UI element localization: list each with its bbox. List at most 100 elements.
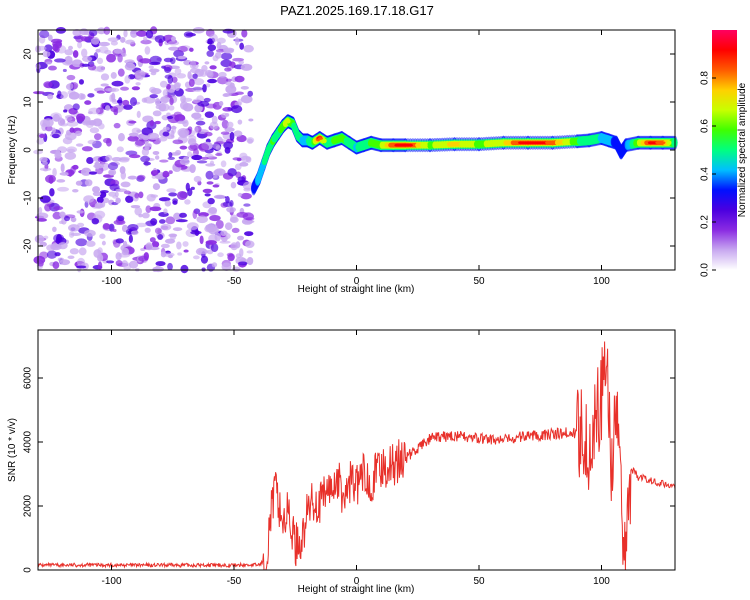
noise-cell: [207, 44, 217, 51]
noise-cell: [231, 105, 243, 114]
noise-cell: [204, 61, 210, 65]
noise-cell: [243, 44, 254, 53]
noise-cell: [186, 222, 199, 230]
noise-cell: [127, 224, 139, 231]
noise-cell: [188, 144, 198, 152]
noise-cell: [240, 95, 253, 104]
noise-cell: [238, 60, 245, 65]
noise-cell: [244, 231, 254, 237]
noise-cell: [70, 218, 77, 222]
noise-cell: [140, 39, 152, 45]
noise-cell: [47, 93, 54, 100]
noise-cell: [162, 126, 170, 131]
noise-cell: [246, 250, 254, 254]
noise-cell: [219, 240, 231, 244]
noise-cell: [97, 253, 104, 262]
noise-cell: [145, 242, 153, 251]
noise-cell: [204, 153, 214, 159]
colorbar-tick-label: 0.6: [700, 119, 711, 133]
noise-cell: [179, 212, 187, 218]
noise-cell: [227, 107, 233, 111]
noise-cell: [212, 175, 218, 179]
noise-cell: [242, 181, 254, 191]
noise-cell: [155, 98, 161, 106]
noise-cell: [218, 101, 224, 107]
noise-cell: [224, 222, 233, 231]
colorbar-label: Normalized spectral amplitude: [737, 82, 748, 217]
noise-cell: [183, 249, 189, 253]
noise-cell: [128, 154, 141, 159]
noise-cell: [210, 243, 219, 253]
noise-cell: [154, 155, 160, 160]
noise-cell: [47, 34, 53, 42]
noise-cell: [46, 250, 58, 259]
noise-cell: [128, 234, 133, 244]
noise-cell: [69, 127, 75, 133]
noise-cell: [215, 145, 222, 151]
noise-cell: [125, 195, 134, 203]
noise-cell: [188, 78, 195, 87]
noise-cell: [237, 176, 246, 183]
snr-xtick-label: 50: [473, 576, 485, 587]
noise-cell: [216, 41, 222, 50]
noise-cell: [229, 200, 234, 208]
noise-cell: [167, 156, 175, 160]
noise-cell: [121, 260, 128, 267]
noise-cell: [247, 90, 254, 97]
noise-cell: [55, 149, 61, 157]
snr-ytick-label: 6000: [23, 366, 34, 389]
noise-cell: [169, 97, 174, 106]
noise-cell: [154, 120, 161, 125]
noise-cell: [39, 195, 51, 203]
ridge-cell: [666, 140, 672, 146]
noise-cell: [105, 105, 111, 112]
noise-cell: [194, 126, 199, 134]
ridge-cell: [564, 139, 570, 145]
noise-cell: [38, 30, 50, 39]
noise-cell: [113, 219, 126, 225]
noise-cell: [124, 75, 131, 84]
noise-cell: [202, 188, 213, 194]
snr-xtick-label: 0: [354, 576, 360, 587]
noise-cell: [232, 57, 245, 62]
noise-cell: [200, 156, 209, 160]
noise-cell: [177, 55, 187, 60]
noise-cell: [43, 81, 53, 89]
noise-cell: [81, 48, 88, 58]
noise-cell: [76, 210, 84, 214]
noise-cell: [235, 171, 242, 179]
noise-cell: [205, 170, 214, 180]
noise-cell: [134, 206, 143, 216]
noise-cell: [226, 252, 234, 257]
noise-cell: [57, 90, 62, 98]
noise-cell: [143, 96, 156, 104]
noise-cell: [37, 260, 44, 267]
noise-cell: [141, 147, 150, 157]
noise-cell: [87, 139, 97, 145]
noise-cell: [223, 93, 232, 97]
noise-cell: [42, 168, 49, 172]
noise-cell: [86, 156, 94, 164]
noise-cell: [116, 99, 123, 104]
noise-cell: [229, 131, 235, 141]
noise-cell: [39, 133, 46, 138]
noise-cell: [117, 53, 123, 63]
noise-cell: [87, 93, 95, 98]
ridge-cell: [466, 141, 472, 147]
noise-cell: [237, 119, 243, 125]
noise-cell: [75, 34, 84, 43]
noise-cell: [106, 53, 117, 63]
snr-ylabel: SNR (10 * v/v): [7, 418, 18, 482]
noise-cell: [239, 162, 249, 167]
spectrogram-ytick-label: -10: [23, 190, 34, 205]
heatmap-cells: [33, 26, 678, 274]
noise-cell: [97, 261, 103, 270]
noise-cell: [103, 26, 111, 35]
noise-cell: [96, 196, 104, 204]
noise-cell: [87, 64, 97, 71]
noise-cell: [200, 255, 209, 264]
noise-cell: [205, 83, 211, 88]
noise-cell: [77, 41, 83, 49]
